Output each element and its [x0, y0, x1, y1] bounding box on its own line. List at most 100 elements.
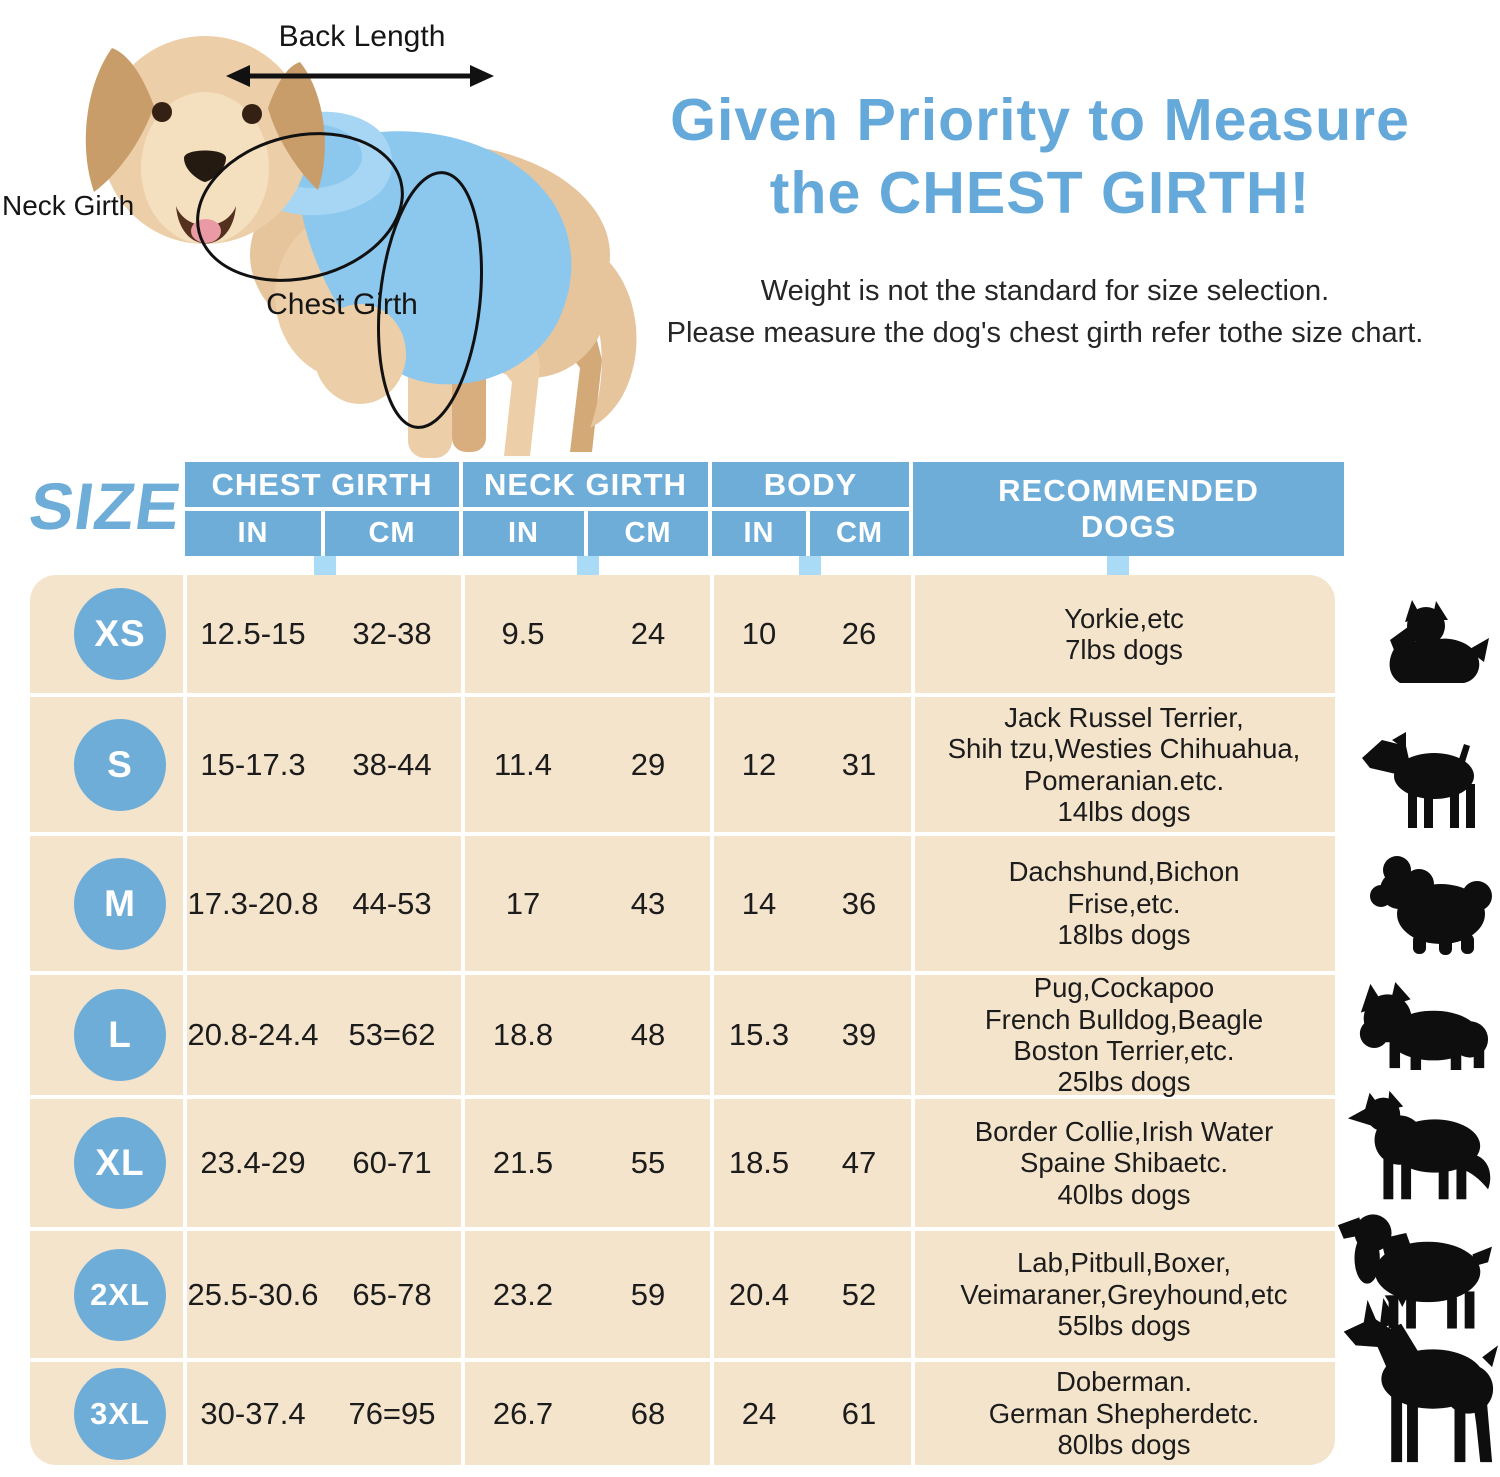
- dog-right-eye: [242, 104, 262, 124]
- size-row-XL: XL 23.4-29 60-71 21.5 55 18.5 47 Border Collie,…: [30, 1099, 1335, 1227]
- header-body: BODY: [712, 462, 909, 507]
- recommended-dogs-line: Border Collie,Irish Water: [974, 1115, 1274, 1147]
- header-recommended-line2: DOGS: [1080, 509, 1177, 544]
- dog-nose: [184, 150, 226, 182]
- body-cm-value-3XL: 61: [841, 1395, 877, 1431]
- column-divider: [461, 697, 465, 832]
- recommended-dogs-line: Lab,Pitbull,Boxer,: [1016, 1247, 1232, 1279]
- body-cm-value-L: 39: [841, 1017, 877, 1052]
- size-row-2XL: 2XL 25.5-30.6 65-78 23.2 59 20.4 52 Lab,Pitbull…: [30, 1231, 1335, 1358]
- recommended-dogs-line: 80lbs dogs: [1057, 1429, 1191, 1461]
- column-divider: [710, 836, 714, 971]
- dog-left-eye: [152, 102, 172, 122]
- recommended-dogs-L: Pug,Cockapoo French Bulldog,Beagle Boston …: [906, 972, 1342, 1098]
- recommended-dogs-line: Veimaraner,Greyhound,etc: [960, 1278, 1288, 1310]
- dog-silhouette-bichon-icon: [1364, 854, 1496, 956]
- size-badge-XL: XL: [74, 1117, 166, 1209]
- dog-left-ear: [85, 48, 154, 192]
- subheadline: Weight is not the standard for size sele…: [595, 270, 1495, 354]
- recommended-dogs-line: 25lbs dogs: [1057, 1066, 1191, 1098]
- header-body-in: IN: [712, 511, 806, 556]
- column-divider: [183, 836, 187, 971]
- header-chest-girth: CHEST GIRTH: [185, 462, 459, 507]
- headline-line2: the CHEST GIRTH!: [769, 160, 1311, 227]
- recommended-dogs-line: Shih tzu,Westies Chihuahua,: [947, 733, 1301, 765]
- column-divider: [461, 975, 465, 1095]
- header-chest-in: IN: [185, 511, 321, 556]
- chest-in-value-L: 20.8-24.4: [187, 1017, 319, 1052]
- body-in-value-S: 12: [741, 746, 777, 782]
- column-divider: [911, 1099, 915, 1227]
- chest-cm-value-L: 53=62: [348, 1017, 436, 1052]
- chest-in-value-3XL: 30-37.4: [200, 1395, 306, 1431]
- recommended-dogs-line: 7lbs dogs: [1065, 634, 1183, 665]
- body-cm-value-M: 36: [841, 885, 877, 921]
- recommended-dogs-line: 40lbs dogs: [1057, 1178, 1191, 1210]
- neck-in-value-XL: 21.5: [492, 1145, 554, 1180]
- size-row-XS: XS 12.5-15 32-38 9.5 24 10 26 Yorkie,etc 7lbs do…: [30, 575, 1335, 693]
- dog-silhouette-french-bulldog-icon: [1350, 982, 1496, 1070]
- body-in-value-3XL: 24: [741, 1395, 777, 1431]
- recommended-dogs-line: German Shepherdetc.: [988, 1397, 1260, 1429]
- subheadline-line1: Weight is not the standard for size sele…: [760, 275, 1330, 307]
- neck-cm-value-M: 43: [630, 885, 666, 921]
- dog-silhouette-yorkie-icon: [1378, 598, 1490, 688]
- column-divider: [461, 1231, 465, 1358]
- recommended-dogs-S: Jack Russel Terrier, Shih tzu,Westies Chi…: [906, 697, 1342, 832]
- size-badge-3XL: 3XL: [74, 1367, 166, 1460]
- chest-in-value-XS: 12.5-15: [200, 616, 306, 651]
- column-divider: [911, 1231, 915, 1358]
- size-badge-2XL: 2XL: [74, 1248, 166, 1341]
- recommended-dogs-line: Pug,Cockapoo: [1033, 972, 1215, 1004]
- recommended-dogs-line: Frise,etc.: [1067, 887, 1181, 919]
- column-divider: [911, 697, 915, 832]
- neck-cm-value-3XL: 68: [630, 1395, 666, 1431]
- header-neck-girth: NECK GIRTH: [463, 462, 708, 507]
- size-badge-L: L: [74, 989, 166, 1081]
- dog-silhouette-border-collie-icon: [1340, 1086, 1492, 1204]
- column-divider: [710, 1231, 714, 1358]
- recommended-dogs-line: Pomeranian.etc.: [1023, 764, 1225, 796]
- size-row-L: L 20.8-24.4 53=62 18.8 48 15.3 39 Pug,Cockapoo F…: [30, 972, 1335, 1097]
- recommended-dogs-line: Doberman.: [1055, 1366, 1193, 1398]
- column-divider: [183, 575, 187, 693]
- chest-in-value-S: 15-17.3: [200, 746, 306, 782]
- recommended-dogs-line: 14lbs dogs: [1057, 795, 1191, 827]
- neck-girth-label: Neck Girth: [2, 190, 135, 221]
- body-in-value-XS: 10: [741, 616, 777, 651]
- recommended-dogs-line: Spaine Shibaetc.: [1020, 1147, 1228, 1179]
- recommended-dogs-line: Yorkie,etc: [1064, 602, 1184, 634]
- chest-cm-value-M: 44-53: [352, 885, 432, 921]
- body-cm-value-XL: 47: [841, 1145, 877, 1180]
- body-cm-value-S: 31: [841, 746, 877, 782]
- header-chest-cm: CM: [325, 511, 459, 556]
- neck-girth-line: [196, 132, 404, 282]
- neck-cm-value-2XL: 59: [630, 1276, 666, 1312]
- column-divider: [461, 1362, 465, 1465]
- column-divider: [183, 1362, 187, 1465]
- neck-in-value-3XL: 26.7: [492, 1395, 554, 1431]
- size-column-title: SIZE: [24, 469, 187, 543]
- column-divider: [183, 975, 187, 1095]
- column-divider: [911, 575, 915, 693]
- column-divider: [911, 975, 915, 1095]
- chest-girth-label: Chest Girth: [266, 288, 418, 321]
- dog-wearing-vest-illustration: [85, 36, 637, 458]
- recommended-dogs-line: Jack Russel Terrier,: [1004, 701, 1244, 733]
- column-divider: [461, 836, 465, 971]
- subheadline-line2: Please measure the dog's chest girth ref…: [666, 317, 1424, 350]
- header-recommended-dogs: RECOMMENDED DOGS: [913, 462, 1344, 556]
- body-in-value-2XL: 20.4: [728, 1276, 790, 1312]
- recommended-dogs-M: Dachshund,Bichon Frise,etc. 18lbs dogs: [906, 836, 1342, 971]
- recommended-dogs-line: Boston Terrier,etc.: [1013, 1035, 1235, 1066]
- dog-silhouette-doberman-icon: [1322, 1296, 1500, 1468]
- chest-cm-value-3XL: 76=95: [348, 1395, 436, 1431]
- neck-in-value-M: 17: [505, 885, 541, 921]
- dog-silhouette-jack-russell-icon: [1356, 728, 1490, 832]
- body-in-value-M: 14: [741, 885, 777, 921]
- neck-cm-value-L: 48: [630, 1017, 666, 1052]
- recommended-dogs-3XL: Doberman. German Shepherdetc. 80lbs dogs: [906, 1362, 1342, 1465]
- column-divider: [710, 697, 714, 832]
- headline-line1: Given Priority to Measure: [670, 87, 1410, 153]
